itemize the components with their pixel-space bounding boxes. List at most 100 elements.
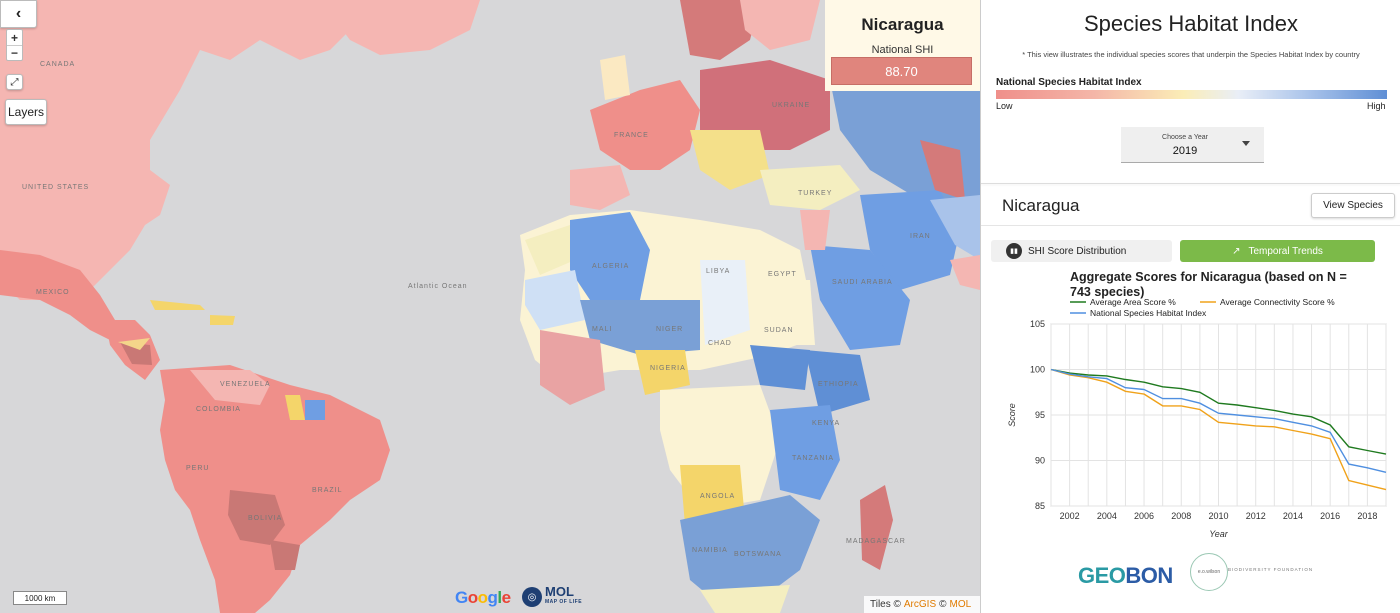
scale-bar: 1000 km bbox=[13, 591, 67, 605]
region-west-africa bbox=[540, 330, 605, 405]
trend-line-icon: ↗ bbox=[1232, 245, 1241, 257]
legend-high-label: High bbox=[1367, 101, 1386, 111]
panel-title: Species Habitat Index bbox=[1083, 11, 1299, 36]
region-pakistan bbox=[950, 255, 980, 290]
region-caucasus bbox=[920, 140, 965, 200]
tab-temporal-trends[interactable]: ↗ Temporal Trends bbox=[1180, 240, 1375, 262]
region-hispaniola bbox=[210, 315, 235, 325]
globe-icon: ◎ bbox=[522, 587, 542, 607]
region-madagascar bbox=[860, 485, 893, 570]
bar-chart-icon: ▮▮ bbox=[1006, 243, 1022, 259]
region-south-sudan bbox=[750, 345, 810, 390]
region-levant bbox=[800, 210, 830, 250]
y-tick-label: 105 bbox=[1030, 319, 1045, 329]
year-select[interactable]: Choose a Year 2019 bbox=[1121, 127, 1264, 163]
series-line bbox=[1050, 368, 1387, 491]
view-species-button[interactable]: View Species bbox=[1311, 193, 1395, 218]
map-attribution: Tiles © ArcGIS © MOL bbox=[864, 596, 980, 613]
legend-entry: National Species Habitat Index bbox=[1090, 308, 1207, 318]
region-morocco bbox=[525, 225, 575, 275]
region-mauritania bbox=[525, 270, 585, 330]
legend-entry: Average Area Score % bbox=[1090, 297, 1176, 307]
caret-down-icon bbox=[1242, 141, 1250, 146]
legend-title: National Species Habitat Index bbox=[996, 77, 1142, 88]
region-chad bbox=[700, 260, 750, 345]
legend-entry: Average Connectivity Score % bbox=[1220, 297, 1335, 307]
region-algeria bbox=[570, 212, 650, 300]
back-button[interactable]: ‹ bbox=[0, 0, 37, 28]
x-axis-label: Year bbox=[1209, 529, 1229, 539]
tab-trends-label: Temporal Trends bbox=[1248, 245, 1323, 257]
mol-link[interactable]: MOL bbox=[949, 599, 972, 610]
region-uk bbox=[600, 55, 630, 100]
region-guiana bbox=[285, 395, 305, 420]
attribution-prefix: Tiles © bbox=[870, 599, 901, 610]
eowilson-logo: e.o.wilson bbox=[1190, 553, 1228, 591]
layers-button[interactable]: Layers bbox=[5, 99, 47, 125]
series-line bbox=[1050, 368, 1387, 473]
y-tick-label: 95 bbox=[1035, 410, 1045, 420]
fullscreen-button[interactable]: ⤢ bbox=[6, 74, 23, 90]
mol-logo: ◎ MOL MAP OF LIFE bbox=[522, 584, 582, 608]
geobon-logo-bon: BON bbox=[1125, 563, 1173, 588]
country-popup: Nicaragua National SHI 88.70 bbox=[825, 0, 980, 91]
google-logo: Google bbox=[455, 588, 511, 607]
region-south-africa bbox=[700, 585, 790, 613]
zoom-control: + − bbox=[6, 29, 23, 61]
trend-chart: Aggregate Scores for Nicaragua (based on… bbox=[981, 266, 1400, 546]
region-nigeria bbox=[635, 350, 690, 395]
footer-logos: GEOBON e.o.wilson BIODIVERSITY FOUNDATIO… bbox=[1078, 553, 1318, 598]
region-iran bbox=[860, 190, 960, 290]
region-southern-africa bbox=[680, 495, 820, 605]
mol-logo-text: MOL bbox=[545, 584, 574, 599]
geobon-logo-geo: GEO bbox=[1078, 563, 1126, 588]
x-tick-label: 2012 bbox=[1246, 511, 1266, 521]
x-tick-label: 2008 bbox=[1171, 511, 1191, 521]
chart-title: Aggregate Scores for Nicaragua (based on… bbox=[1070, 270, 1347, 299]
region-honduras bbox=[118, 338, 150, 350]
region-turkey bbox=[760, 165, 860, 210]
region-central-asia bbox=[930, 195, 980, 260]
eowilson-subtitle: BIODIVERSITY FOUNDATION bbox=[1228, 567, 1314, 572]
attribution-sep: © bbox=[939, 599, 947, 610]
region-north-america bbox=[0, 0, 360, 300]
map-canvas[interactable] bbox=[0, 0, 980, 613]
map-view[interactable]: CANADA UNITED STATES BRAZIL MEXICO Atlan… bbox=[0, 0, 980, 613]
x-tick-label: 2018 bbox=[1357, 511, 1377, 521]
y-tick-label: 90 bbox=[1035, 456, 1045, 466]
x-tick-label: 2006 bbox=[1134, 511, 1154, 521]
region-cuba bbox=[150, 300, 205, 310]
legend-color-ramp bbox=[996, 90, 1387, 99]
series-line bbox=[1050, 368, 1387, 455]
y-tick-label: 100 bbox=[1030, 365, 1045, 375]
geobon-logo: GEOBON bbox=[1078, 563, 1173, 589]
region-east-africa bbox=[770, 405, 840, 500]
chart-svg: 85 90 95 100 105 2002 2004 2006 2008 2010 2012 2014… bbox=[1007, 297, 1387, 539]
region-nicaragua bbox=[120, 342, 152, 365]
region-ethiopia bbox=[805, 350, 870, 415]
region-sudan bbox=[750, 280, 815, 345]
y-axis-label: Score bbox=[1007, 403, 1017, 427]
popup-country-name: Nicaragua bbox=[861, 15, 944, 34]
year-select-label: Choose a Year bbox=[1162, 134, 1208, 141]
popup-shi-value: 88.70 bbox=[831, 57, 972, 85]
region-paraguay bbox=[270, 540, 300, 570]
side-panel: Species Habitat Index * This view illust… bbox=[980, 0, 1400, 613]
arcgis-link[interactable]: ArcGIS bbox=[903, 599, 937, 610]
section-divider bbox=[981, 183, 1400, 184]
zoom-out-button[interactable]: − bbox=[7, 45, 22, 60]
expand-icon: ⤢ bbox=[10, 76, 19, 88]
x-tick-label: 2004 bbox=[1097, 511, 1117, 521]
tab-distribution-label: SHI Score Distribution bbox=[1028, 245, 1127, 257]
x-tick-label: 2016 bbox=[1320, 511, 1340, 521]
region-suriname bbox=[305, 400, 325, 420]
region-scandinavia bbox=[680, 0, 760, 60]
x-tick-label: 2010 bbox=[1208, 511, 1228, 521]
y-tick-label: 85 bbox=[1035, 501, 1045, 511]
region-europe-west bbox=[590, 80, 700, 170]
panel-note: * This view illustrates the individual s… bbox=[1022, 50, 1360, 59]
region-balkans bbox=[690, 130, 770, 190]
x-tick-label: 2014 bbox=[1283, 511, 1303, 521]
zoom-in-button[interactable]: + bbox=[10, 30, 18, 45]
tab-shi-score-distribution[interactable]: ▮▮ SHI Score Distribution bbox=[991, 240, 1172, 262]
